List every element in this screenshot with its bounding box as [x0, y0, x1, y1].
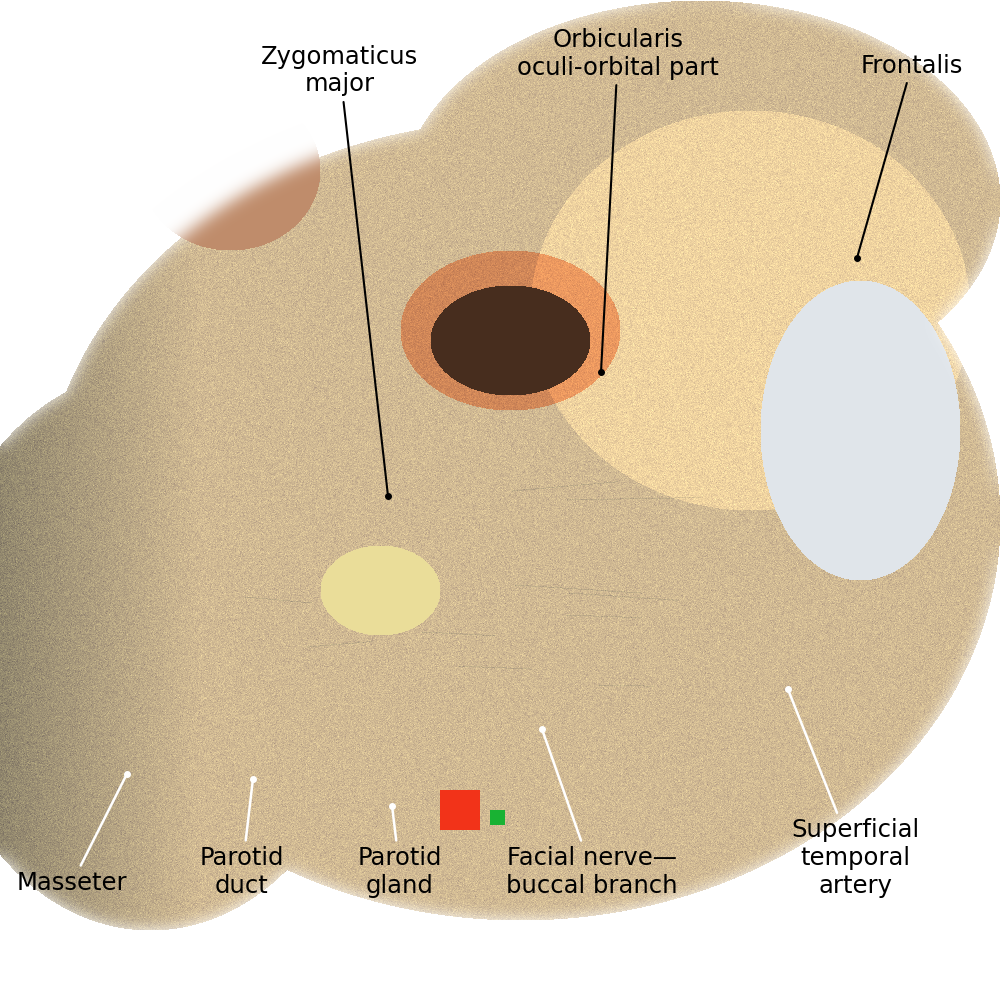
Text: Parotid
gland: Parotid gland	[358, 808, 442, 898]
Text: Frontalis: Frontalis	[858, 54, 963, 255]
Text: Parotid
duct: Parotid duct	[200, 782, 284, 898]
Text: Facial nerve—
buccal branch: Facial nerve— buccal branch	[506, 732, 678, 898]
Text: Zygomaticus
major: Zygomaticus major	[261, 45, 419, 493]
Text: Masseter: Masseter	[17, 776, 127, 895]
Text: Superficial
temporal
artery: Superficial temporal artery	[789, 692, 919, 898]
Text: Orbicularis
oculi-orbital part: Orbicularis oculi-orbital part	[517, 28, 719, 369]
